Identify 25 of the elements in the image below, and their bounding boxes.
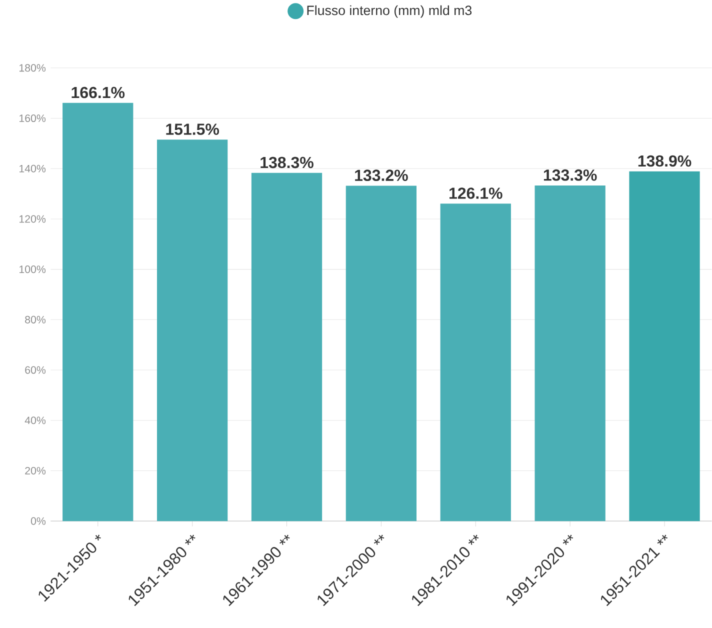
text: 166.1% (72, 87, 125, 98)
y-tick-label: 40% (24, 416, 46, 424)
bar (251, 173, 322, 522)
bar (156, 140, 228, 522)
y-tick-label: 20% (25, 467, 46, 475)
y-tick-label: 0% (30, 517, 46, 525)
bar (62, 103, 134, 522)
y-tick-label: 120% (19, 215, 46, 223)
text: 138.3% (260, 156, 314, 168)
text: 133.3% (544, 170, 597, 181)
y-tick-label: 60% (25, 366, 46, 374)
y-tick-label: 100% (19, 266, 46, 274)
bar (534, 186, 606, 522)
text: 126.1% (450, 188, 502, 200)
bar (629, 172, 700, 522)
y-tick-label: 140% (19, 164, 46, 173)
text: 151.5% (166, 124, 220, 136)
bar (346, 186, 417, 522)
text: 138.9% (638, 155, 692, 167)
y-tick-label: 80% (25, 316, 46, 324)
bar (440, 204, 511, 522)
legend-label: Flusso interno (mm) mld m3 (307, 5, 472, 18)
text: 133.2% (355, 170, 408, 182)
y-tick-label: 180% (19, 64, 46, 72)
y-tick-label: 160% (19, 114, 46, 122)
